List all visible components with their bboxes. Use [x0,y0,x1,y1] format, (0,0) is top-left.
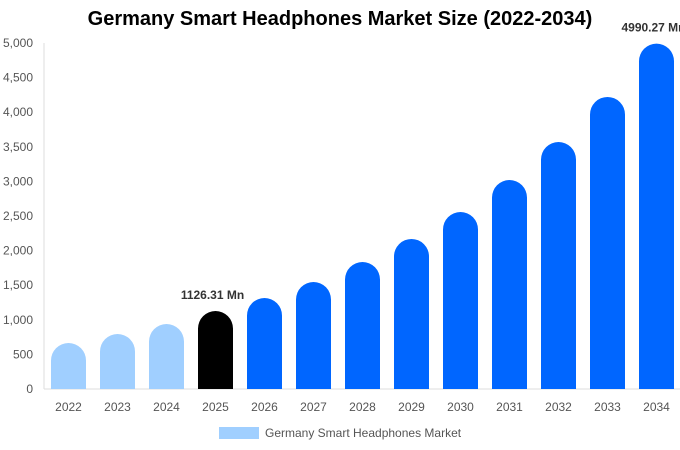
bar-2029 [394,238,429,389]
y-tick-label: 3,500 [3,140,33,154]
x-tick-label: 2034 [643,400,670,414]
bar-2023 [100,333,135,389]
x-tick-label: 2032 [545,400,572,414]
bar-2026 [247,298,282,389]
x-tick-label: 2033 [594,400,621,414]
bar-2033 [590,96,625,389]
bar-2028 [345,262,380,389]
x-tick-label: 2024 [153,400,180,414]
legend-label: Germany Smart Headphones Market [265,426,462,440]
bar-2025 [198,311,233,389]
bar-2034 [639,43,674,390]
y-tick-label: 2,000 [3,244,33,258]
chart-title: Germany Smart Headphones Market Size (20… [87,8,593,30]
y-tick-label: 4,000 [3,105,33,119]
x-tick-label: 2027 [300,400,327,414]
legend: Germany Smart Headphones Market [219,426,461,440]
y-tick-label: 5,000 [3,36,33,50]
x-tick-label: 2031 [496,400,523,414]
y-tick-label: 1,000 [3,313,33,327]
legend-swatch [219,427,259,439]
bar-2027 [296,282,331,389]
y-tick-label: 3,000 [3,174,33,188]
y-tick-label: 4,500 [3,71,33,85]
x-tick-label: 2022 [55,400,82,414]
bar-2024 [149,324,184,389]
y-tick-label: 2,500 [3,209,33,223]
bar-2022 [51,342,86,389]
data-label-2034: 4990.27 Mn [621,21,680,35]
y-tick-label: 500 [13,347,33,361]
bar-2031 [492,180,527,389]
y-tick-label: 1,500 [3,278,33,292]
bar-2030 [443,211,478,389]
x-tick-label: 2029 [398,400,425,414]
x-tick-label: 2028 [349,400,376,414]
x-tick-label: 2023 [104,400,131,414]
x-tick-label: 2026 [251,400,278,414]
bar-2032 [541,142,576,389]
data-label-2025: 1126.31 Mn [181,288,244,302]
x-tick-label: 2030 [447,400,474,414]
x-tick-label: 2025 [202,400,229,414]
y-tick-label: 0 [26,382,33,396]
